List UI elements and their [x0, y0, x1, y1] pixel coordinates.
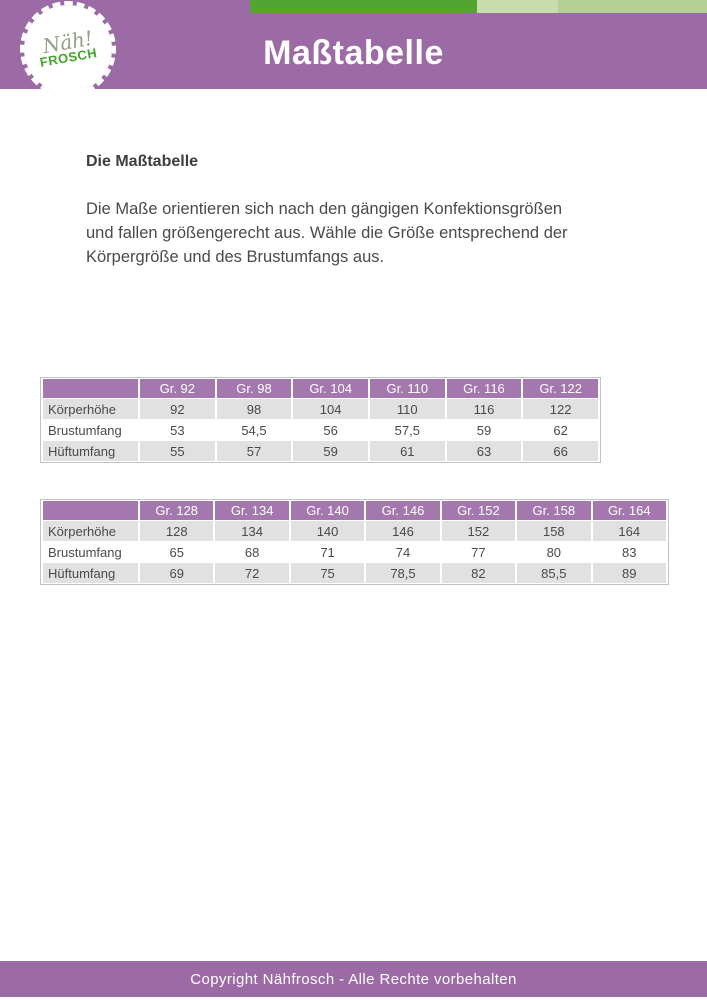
value-cell: 158 [517, 521, 591, 541]
size-header-cell: Gr. 164 [592, 501, 666, 520]
size-header-cell: Gr. 92 [140, 379, 215, 398]
value-cell: 68 [215, 542, 289, 562]
page-title: Maßtabelle [263, 34, 444, 72]
accent-strip-light-green-1 [477, 0, 558, 13]
value-cell: 66 [523, 441, 598, 461]
size-header-cell: Gr. 116 [446, 379, 522, 398]
value-cell: 74 [366, 542, 440, 562]
value-cell: 62 [523, 420, 598, 440]
page-footer: Copyright Nähfrosch - Alle Rechte vorbeh… [0, 961, 707, 997]
size-table-92-122: Gr. 92 Gr. 98 Gr. 104 Gr. 110 Gr. 116 Gr. 122… [41, 378, 600, 462]
value-cell: 82 [441, 563, 516, 583]
corner-cell [43, 501, 138, 520]
table-row: Körperhöhe 92 98 104 110 116 122 [43, 399, 598, 419]
size-header-cell: Gr. 122 [523, 379, 598, 398]
value-cell: 152 [441, 521, 516, 541]
corner-cell [43, 379, 138, 398]
table-row: Hüftumfang 69 72 75 78,5 82 85,5 89 [43, 563, 666, 583]
page-header: Näh! FROSCH Maßtabelle [0, 0, 707, 96]
size-header-cell: Gr. 98 [216, 379, 292, 398]
size-header-cell: Gr. 128 [140, 501, 214, 520]
value-cell: 164 [592, 521, 666, 541]
copyright-text: Copyright Nähfrosch - Alle Rechte vorbeh… [190, 970, 517, 988]
value-cell: 59 [293, 441, 368, 461]
intro-paragraph: Die Maße orientieren sich nach den gängi… [86, 197, 646, 269]
value-cell: 110 [369, 399, 445, 419]
value-cell: 89 [592, 563, 666, 583]
value-cell: 72 [215, 563, 289, 583]
table-row: Brustumfang 65 68 71 74 77 80 83 [43, 542, 666, 562]
size-header-cell: Gr. 152 [441, 501, 516, 520]
table-row: Brustumfang 53 54,5 56 57,5 59 62 [43, 420, 598, 440]
value-cell: 146 [366, 521, 440, 541]
value-cell: 104 [293, 399, 368, 419]
value-cell: 61 [369, 441, 445, 461]
table-row: Hüftumfang 55 57 59 61 63 66 [43, 441, 598, 461]
value-cell: 78,5 [366, 563, 440, 583]
size-table-92-122-wrap: Gr. 92 Gr. 98 Gr. 104 Gr. 110 Gr. 116 Gr. 122… [40, 377, 601, 463]
paragraph-line: Die Maße orientieren sich nach den gängi… [86, 200, 563, 218]
value-cell: 75 [290, 563, 365, 583]
value-cell: 69 [140, 563, 214, 583]
size-header-cell: Gr. 140 [290, 501, 365, 520]
value-cell: 57,5 [369, 420, 445, 440]
row-label: Brustumfang [43, 420, 138, 440]
section-heading: Die Maßtabelle [86, 153, 199, 170]
size-header-cell: Gr. 146 [366, 501, 440, 520]
size-header-cell: Gr. 104 [293, 379, 368, 398]
row-label: Hüftumfang [43, 563, 138, 583]
table-header-row: Gr. 128 Gr. 134 Gr. 140 Gr. 146 Gr. 152 Gr. 1… [43, 501, 666, 520]
size-table-128-164-wrap: Gr. 128 Gr. 134 Gr. 140 Gr. 146 Gr. 152 Gr. 1… [40, 499, 669, 585]
value-cell: 134 [215, 521, 289, 541]
size-header-cell: Gr. 158 [517, 501, 591, 520]
size-header-cell: Gr. 134 [215, 501, 289, 520]
value-cell: 57 [216, 441, 292, 461]
value-cell: 122 [523, 399, 598, 419]
row-label: Brustumfang [43, 542, 138, 562]
accent-strip-dark-green [250, 0, 477, 13]
value-cell: 92 [140, 399, 215, 419]
size-header-cell: Gr. 110 [369, 379, 445, 398]
value-cell: 140 [290, 521, 365, 541]
value-cell: 77 [441, 542, 516, 562]
row-label: Körperhöhe [43, 521, 138, 541]
value-cell: 116 [446, 399, 522, 419]
value-cell: 56 [293, 420, 368, 440]
value-cell: 71 [290, 542, 365, 562]
row-label: Körperhöhe [43, 399, 138, 419]
table-row: Körperhöhe 128 134 140 146 152 158 164 [43, 521, 666, 541]
value-cell: 59 [446, 420, 522, 440]
value-cell: 85,5 [517, 563, 591, 583]
value-cell: 128 [140, 521, 214, 541]
value-cell: 98 [216, 399, 292, 419]
value-cell: 83 [592, 542, 666, 562]
accent-strip-light-green-2 [558, 0, 707, 13]
size-table-128-164: Gr. 128 Gr. 134 Gr. 140 Gr. 146 Gr. 152 Gr. 1… [41, 500, 668, 584]
value-cell: 80 [517, 542, 591, 562]
paragraph-line: Körpergröße und des Brustumfangs aus. [86, 248, 385, 266]
row-label: Hüftumfang [43, 441, 138, 461]
value-cell: 53 [140, 420, 215, 440]
value-cell: 65 [140, 542, 214, 562]
table-header-row: Gr. 92 Gr. 98 Gr. 104 Gr. 110 Gr. 116 Gr. 122 [43, 379, 598, 398]
value-cell: 54,5 [216, 420, 292, 440]
value-cell: 55 [140, 441, 215, 461]
value-cell: 63 [446, 441, 522, 461]
paragraph-line: und fallen größengerecht aus. Wähle die … [86, 224, 568, 242]
